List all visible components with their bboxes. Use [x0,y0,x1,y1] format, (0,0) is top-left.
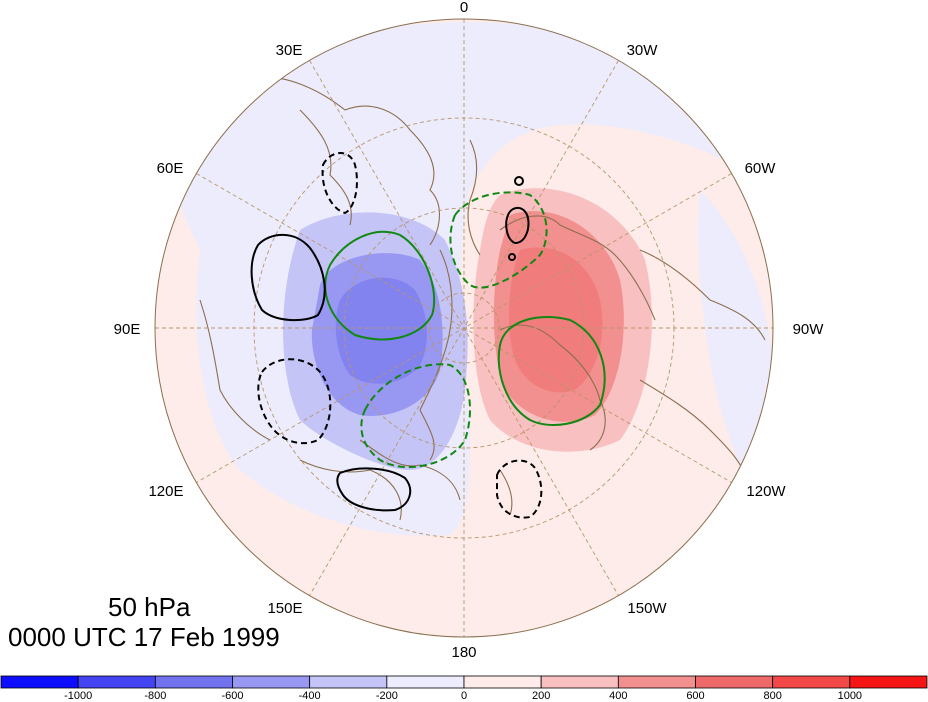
colorbar-swatch [77,675,156,689]
colorbar-swatch [386,675,465,689]
contour-black-dashed-west [257,358,332,445]
lon-label-120e: 120E [148,483,183,500]
timestamp-label: 0000 UTC 17 Feb 1999 [8,622,280,652]
colorbar-tick-label: -800 [144,690,166,702]
lon-label-90e: 90E [114,321,141,338]
colorbar-swatch [232,675,311,689]
anomaly-shading [155,19,773,637]
colorbar-tick-label: -600 [221,690,243,702]
contour-black-solid-west [250,233,326,322]
lon-label-60e: 60E [157,160,184,177]
contour-black-solid-south [336,467,412,512]
lon-label-30w: 30W [627,42,659,59]
lon-label-150e: 150E [267,600,302,617]
colorbar: -1000 -800 -600 -400 -200 0 200 400 600 800 1000 [0,675,928,702]
colorbar-tick-label: 800 [763,690,781,702]
longitude-labels: 0 30W 60W 90W 120W 150W 180 150E 120E 90… [114,0,825,661]
colorbar-tick-label: 1000 [838,690,862,702]
colorbar-swatch [309,675,388,689]
shading-negative-600 [335,277,427,384]
contour-black-dashed-upper [321,152,358,215]
contour-black-solid-tiny [508,253,516,261]
contour-green-dashed-south [360,363,471,468]
lon-label-60w: 60W [745,160,777,177]
lon-label-0: 0 [460,0,468,16]
colorbar-tick-label: 0 [461,690,467,702]
contours [250,152,606,519]
contour-black-solid-north [505,206,530,245]
map-boundary [154,18,774,638]
colorbar-swatch [540,675,619,689]
colorbar-tick-label: 200 [532,690,550,702]
lon-label-90w: 90W [793,321,825,338]
coastlines [199,76,766,521]
colorbar-swatch [617,675,696,689]
lon-label-180: 180 [451,644,476,661]
colorbar-swatch [0,675,79,689]
colorbar-tick-label: -400 [299,690,321,702]
contour-green-solid-west [324,230,436,341]
colorbar-swatch [154,675,233,689]
colorbar-tick-label: -1000 [64,690,92,702]
lon-label-120w: 120W [746,483,786,500]
colorbar-swatch [772,675,851,689]
colorbar-swatch [849,675,928,689]
grid-lines [155,19,773,637]
pressure-level-label: 50 hPa [108,592,191,622]
contour-green-solid-east [497,316,606,426]
contour-green-dashed-north [449,191,548,289]
lon-label-150w: 150W [627,600,667,617]
colorbar-tick-label: 600 [686,690,704,702]
colorbar-tick-label: -200 [376,690,398,702]
lon-label-30e: 30E [276,42,303,59]
shading-positive-600 [508,247,603,393]
colorbar-tick-label: 400 [609,690,627,702]
colorbar-swatch [463,675,542,689]
contour-black-dashed-south [496,459,543,519]
contour-black-solid-small [514,176,524,186]
colorbar-swatch [695,675,774,689]
